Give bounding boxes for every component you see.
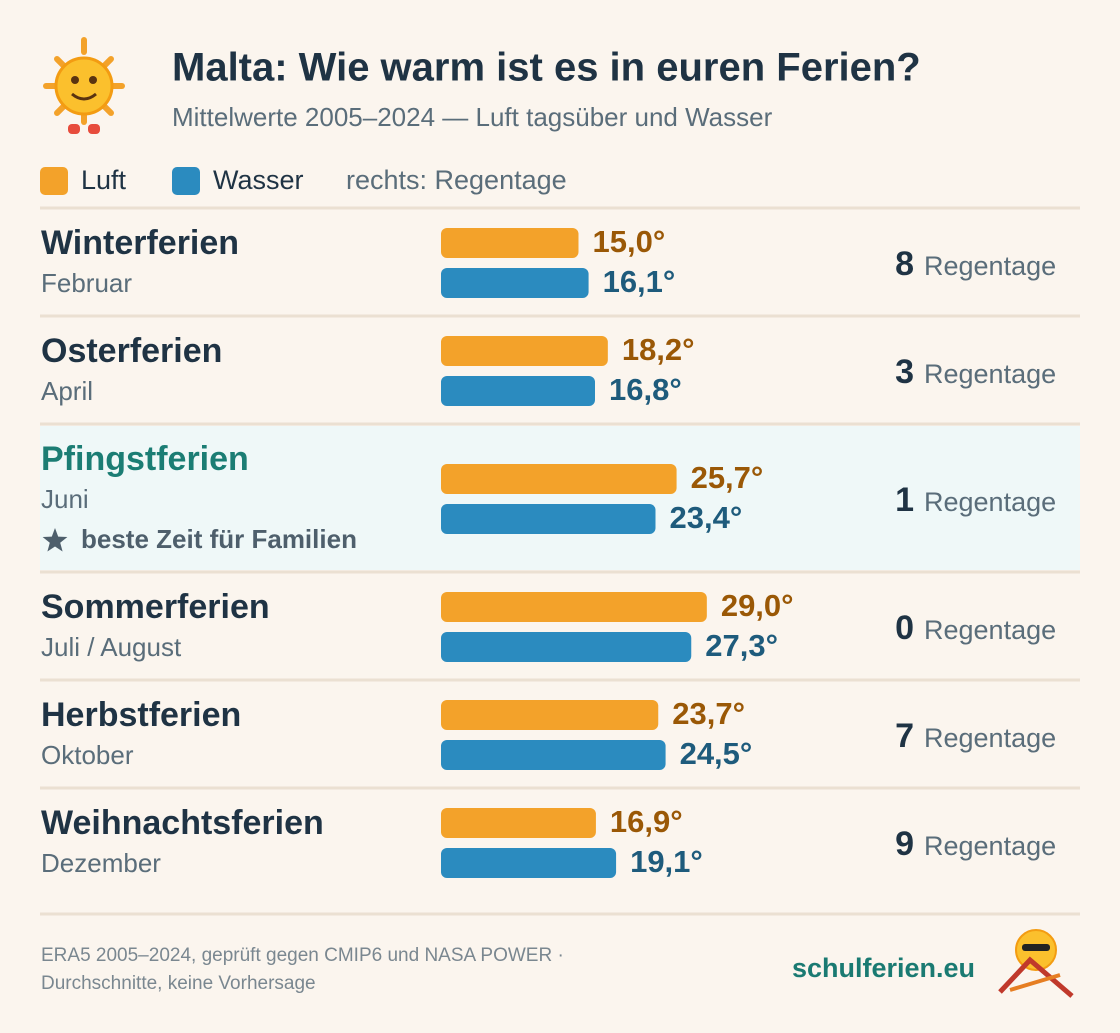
legend-label: Luft [81,165,127,195]
value-label: 16,1° [603,264,676,299]
legend-swatch [40,167,68,195]
rain-days-count: 7 [895,717,914,755]
period-month: Oktober [41,740,134,770]
bar [441,740,666,770]
bar [441,848,617,878]
bar [441,268,589,298]
separator [40,570,1080,574]
period-name: Pfingstferien [41,440,249,478]
value-label: 16,8° [609,372,682,407]
rain-days-count: 1 [895,481,914,519]
legend-note: rechts: Regentage [346,165,567,195]
separator [40,678,1080,682]
legend-swatch [172,167,200,195]
rain-days-label: Regentage [924,359,1056,389]
value-label: 25,7° [691,460,764,495]
bar [441,504,656,534]
value-label: 23,4° [670,500,743,535]
bar [441,228,579,258]
source-line: ERA5 2005–2024, geprüft gegen CMIP6 und … [41,945,564,966]
separator [40,912,1080,916]
separator [40,422,1080,426]
legend-label: Wasser [213,165,304,195]
bar [441,376,595,406]
bar [441,700,659,730]
separator [40,314,1080,318]
rain-days-label: Regentage [924,615,1056,645]
value-label: 29,0° [721,588,794,623]
period-name: Herbstferien [41,696,241,734]
rain-days-count: 3 [895,353,914,391]
period-name: Sommerferien [41,588,270,626]
separator [40,786,1080,790]
bar [441,464,677,494]
bar [441,632,692,662]
period-name: Winterferien [41,224,239,262]
highlight-background [40,426,1080,570]
rain-days-label: Regentage [924,251,1056,281]
bar [441,808,596,838]
bar [441,592,707,622]
title: Malta: Wie warm ist es in euren Ferien? [172,46,921,90]
period-month: Juni [41,484,89,514]
sun-chair [998,929,1074,998]
rain-days-label: Regentage [924,723,1056,753]
period-name: Weihnachtsferien [41,804,324,842]
value-label: 24,5° [680,736,753,771]
separator [40,206,1080,210]
subtitle: Mittelwerte 2005–2024 — Luft tagsüber un… [172,102,773,132]
value-label: 27,3° [705,628,778,663]
rain-days-count: 9 [895,825,914,863]
highlight-note: beste Zeit für Familien [81,524,357,554]
rain-days-count: 0 [895,609,914,647]
source-line: Durchschnitte, keine Vorhersage [41,973,316,994]
value-label: 16,9° [610,804,683,839]
period-month: Dezember [41,848,161,878]
value-label: 19,1° [630,844,703,879]
sun-mascot [43,37,125,134]
bar [441,336,608,366]
star-icon [42,528,68,552]
value-label: 18,2° [622,332,695,367]
period-month: April [41,376,93,406]
rain-days-count: 8 [895,245,914,283]
rain-days-label: Regentage [924,487,1056,517]
value-label: 23,7° [672,696,745,731]
period-month: Februar [41,268,132,298]
period-month: Juli / August [41,632,182,662]
brand: schulferien.eu [792,953,975,983]
rain-days-label: Regentage [924,831,1056,861]
value-label: 15,0° [593,224,666,259]
period-name: Osterferien [41,332,222,370]
